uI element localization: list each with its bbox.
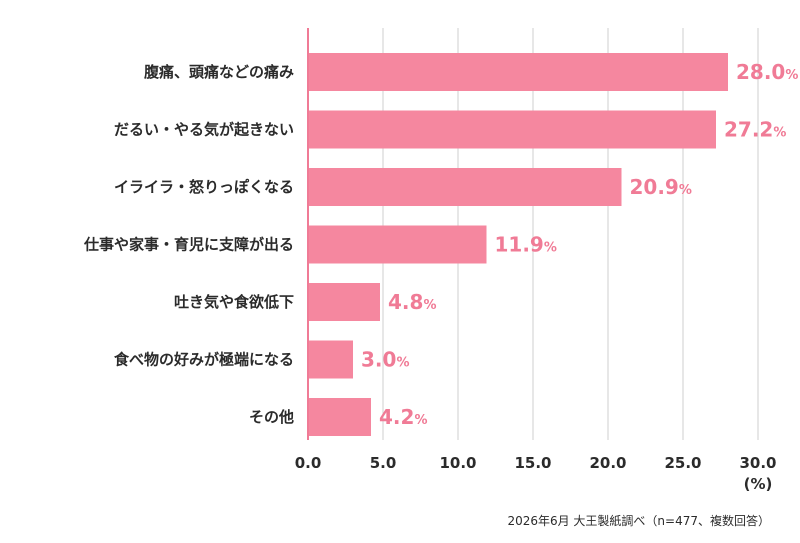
value-label: 11.9% xyxy=(495,233,557,257)
category-label: 腹痛、頭痛などの痛み xyxy=(144,63,294,81)
bar xyxy=(308,283,380,321)
x-tick-labels: 0.0 5.0 10.0 15.0 20.0 25.0 30.0 xyxy=(295,454,777,472)
bar xyxy=(308,398,371,436)
value-label: 4.8% xyxy=(388,290,436,314)
bar xyxy=(308,110,716,149)
x-axis-unit-label: (%) xyxy=(744,475,773,493)
category-label: その他 xyxy=(249,408,294,426)
bar xyxy=(308,225,487,264)
x-tick-label: 10.0 xyxy=(439,454,476,472)
value-label: 20.9% xyxy=(630,175,692,199)
value-label: 27.2% xyxy=(724,118,786,142)
x-tick-label: 25.0 xyxy=(664,454,701,472)
category-labels: 腹痛、頭痛などの痛みだるい・やる気が起きないイライラ・怒りっぽくなる仕事や家事・… xyxy=(83,63,294,426)
value-labels: 28.0% 27.2% 20.9% 11.9% 4.8% 3.0% 4.2% xyxy=(361,60,798,429)
value-label: 3.0% xyxy=(361,348,409,372)
bar xyxy=(308,340,353,379)
category-label: だるい・やる気が起きない xyxy=(114,121,294,139)
category-label: 仕事や家事・育児に支障が出る xyxy=(83,236,294,254)
bar xyxy=(308,53,728,91)
gridlines xyxy=(382,28,759,440)
value-label: 4.2% xyxy=(379,405,427,429)
bar-chart: 腹痛、頭痛などの痛みだるい・やる気が起きないイライラ・怒りっぽくなる仕事や家事・… xyxy=(83,28,798,493)
category-label: イライラ・怒りっぽくなる xyxy=(114,178,294,196)
source-note: 2026年6月 大王製紙調べ（n=477、複数回答） xyxy=(507,514,770,528)
x-tick-label: 0.0 xyxy=(295,454,322,472)
x-tick-label: 20.0 xyxy=(589,454,626,472)
x-tick-label: 5.0 xyxy=(370,454,397,472)
bar xyxy=(308,168,622,206)
x-tick-label: 30.0 xyxy=(739,454,776,472)
bars xyxy=(308,53,728,436)
category-label: 食べ物の好みが極端になる xyxy=(114,351,294,369)
value-label: 28.0% xyxy=(736,60,798,84)
category-label: 吐き気や食欲低下 xyxy=(174,293,294,311)
x-tick-label: 15.0 xyxy=(514,454,551,472)
